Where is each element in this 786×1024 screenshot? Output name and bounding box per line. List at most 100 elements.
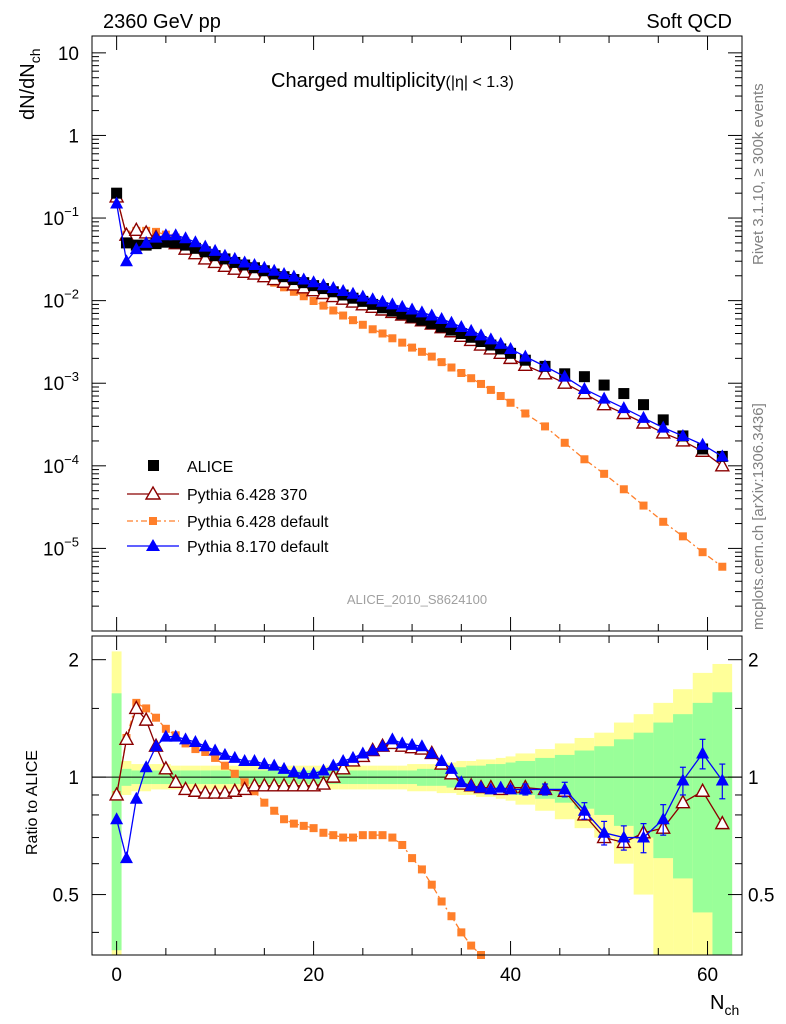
ratio-point-pythia-6-428-370	[187, 782, 204, 797]
ratio-point-pythia-6-428-default	[388, 833, 397, 842]
ratio-point-pythia-8-170-default	[139, 760, 153, 773]
main-point-pythia-8-170-default	[326, 281, 340, 294]
main-point-pythia-8-170-default	[218, 248, 232, 261]
analysis-watermark: ALICE_2010_S8624100	[347, 592, 487, 607]
main-point-alice	[578, 371, 590, 383]
main-y-tick-label: 10−3	[43, 369, 79, 395]
main-point-alice	[598, 379, 610, 391]
ratio-plot-series	[108, 698, 730, 959]
ratio-point-pythia-8-170-default	[415, 739, 429, 752]
legend-label-alice: ALICE	[187, 459, 233, 476]
ratio-point-pythia-6-428-default	[368, 831, 377, 840]
ratio-point-pythia-6-428-default	[427, 880, 436, 889]
main-point-alice	[120, 237, 132, 249]
ratio-point-pythia-6-428-370	[315, 775, 332, 790]
main-point-pythia-8-170-default	[696, 437, 710, 450]
legend-marker-pythia8	[146, 539, 160, 551]
ratio-point-pythia-6-428-370	[177, 780, 194, 796]
legend-label-pythia8: Pythia 8.170 default	[187, 539, 329, 556]
main-point-pythia-8-170-default	[110, 196, 124, 209]
ratio-band-inner-bin	[495, 764, 506, 792]
ratio-point-pythia-6-428-370	[207, 784, 223, 799]
ratio-y-tick-label-right: 2	[748, 651, 759, 672]
ratio-point-pythia-8-170-default	[435, 753, 449, 766]
ratio-point-pythia-6-428-default	[408, 854, 417, 863]
main-point-alice	[377, 302, 389, 314]
main-point-pythia-8-170-default	[474, 328, 488, 341]
main-point-pythia-8-170-default	[169, 228, 183, 241]
ratio-plot-frame	[91, 635, 743, 956]
main-point-pythia-6-428-default	[339, 311, 348, 320]
ratio-y-tick-label-left: 0.5	[53, 886, 79, 907]
ratio-point-pythia-6-428-default	[348, 833, 357, 842]
main-point-pythia-8-170-default	[188, 235, 202, 248]
ratio-point-pythia-6-428-default	[152, 713, 161, 722]
main-point-pythia-8-170-default	[435, 311, 449, 324]
main-y-tick-label: 10−2	[43, 287, 79, 313]
legend-entry-pythia8: Pythia 8.170 default	[127, 539, 329, 556]
ratio-point-pythia-8-170-default	[444, 761, 458, 774]
ratio-point-pythia-8-170-default	[464, 778, 478, 791]
ratio-point-pythia-8-170-default	[267, 758, 281, 771]
ratio-band-inner-bin	[633, 732, 654, 838]
main-point-pythia-6-428-default	[388, 334, 397, 343]
main-point-alice	[618, 388, 630, 400]
main-point-pythia-8-170-default	[119, 254, 133, 267]
ratio-point-pythia-8-170-default	[617, 830, 631, 843]
main-point-pythia-6-428-370	[217, 257, 233, 273]
main-y-tick-label: 10−5	[43, 534, 79, 560]
ratio-point-pythia-8-170-default	[248, 753, 261, 766]
ratio-point-pythia-8-170-default	[198, 739, 212, 752]
chart-title: Charged multiplicity(|η| < 1.3)	[271, 70, 514, 92]
main-point-alice	[436, 321, 448, 333]
ratio-point-pythia-6-428-370	[118, 730, 135, 746]
main-series-pythia-8-170-default	[110, 196, 729, 462]
main-y-axis-label: dN/dNch	[17, 49, 43, 121]
ratio-point-pythia-6-428-default	[161, 724, 170, 733]
main-point-alice	[180, 239, 192, 251]
ratio-point-pythia-8-170-default	[287, 765, 301, 778]
main-point-pythia-6-428-default	[496, 392, 505, 401]
ratio-point-pythia-8-170-default	[715, 773, 729, 786]
x-tick-label: 60	[697, 965, 718, 986]
ratio-point-pythia-8-170-default	[494, 780, 508, 793]
main-point-pythia-8-170-default	[179, 231, 193, 244]
legend-marker-pythia6-370	[144, 485, 162, 500]
ratio-point-pythia-6-428-default	[191, 745, 200, 754]
main-point-pythia-6-428-370	[557, 374, 573, 389]
ratio-point-pythia-8-170-default	[218, 747, 232, 760]
main-point-pythia-8-170-default	[267, 263, 281, 276]
ratio-point-pythia-6-428-370	[128, 699, 144, 715]
ratio-point-pythia-8-170-default	[169, 729, 183, 742]
x-tick-label: 20	[303, 965, 324, 986]
ratio-series-pythia-8-170-default	[110, 729, 729, 864]
main-point-pythia-6-428-default	[437, 358, 446, 367]
ratio-y-tick-label-left: 1	[68, 768, 79, 789]
main-point-pythia-8-170-default	[656, 420, 670, 433]
ratio-point-pythia-6-428-default	[319, 828, 328, 837]
ratio-point-pythia-8-170-default	[179, 732, 193, 745]
ratio-point-pythia-6-428-default	[280, 815, 289, 824]
ratio-point-pythia-6-428-370	[246, 777, 263, 792]
ratio-point-pythia-6-428-370	[714, 815, 730, 830]
main-point-pythia-8-170-default	[376, 294, 390, 307]
main-point-pythia-8-170-default	[198, 239, 212, 252]
ratio-point-pythia-8-170-default	[277, 761, 291, 774]
ratio-y-tick-label-left: 2	[68, 651, 79, 672]
main-point-pythia-6-428-default	[560, 438, 569, 447]
ratio-point-pythia-6-428-default	[220, 761, 229, 770]
ratio-point-pythia-6-428-default	[358, 831, 367, 840]
ratio-point-pythia-6-428-370	[138, 711, 154, 726]
ratio-point-pythia-8-170-default	[474, 780, 488, 793]
main-point-pythia-6-428-default	[467, 374, 476, 383]
main-point-pythia-6-428-370	[197, 250, 213, 265]
main-point-alice	[367, 298, 379, 310]
main-point-pythia-8-170-default	[287, 269, 301, 282]
main-point-pythia-8-170-default	[415, 305, 429, 318]
ratio-point-pythia-6-428-default	[289, 819, 298, 828]
legend-marker-pythia6-default	[149, 517, 157, 525]
main-point-pythia-8-170-default	[504, 341, 518, 354]
ratio-point-pythia-8-170-default	[149, 739, 163, 752]
legend-label-pythia6-default: Pythia 6.428 default	[187, 514, 329, 531]
main-series-alice	[111, 187, 728, 462]
